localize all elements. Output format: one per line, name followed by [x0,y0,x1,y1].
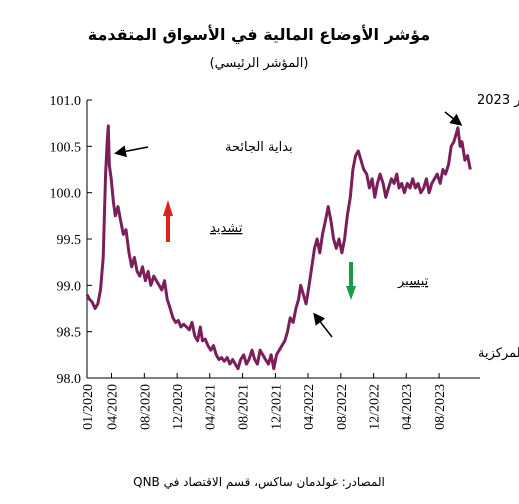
y-tick-label: 100.0 [50,187,82,202]
x-tick-label: 12/2022 [368,384,383,430]
annotation-central-bank-tightening: تشديد من قبل البنوك المركزية [478,346,519,361]
x-tick-label: 04/2021 [204,384,219,430]
chart-subtitle: (المؤشر الرئيسي) [210,56,309,71]
x-tick-label: 04/2022 [302,384,317,430]
x-tick-label: 04/2020 [105,384,120,430]
chart-source: المصادر: غولدمان ساكس، قسم الاقتصاد في Q… [133,475,385,490]
x-tick-label: 01/2020 [81,384,96,430]
label-tightening: تشديد [210,221,243,236]
annotation-oct2023-peak: ذروة أكتوبر 2023 [477,91,519,108]
x-tick-label: 08/2023 [433,384,448,430]
label-easing: تيسير [397,274,429,289]
x-tick-label: 04/2023 [400,384,415,430]
y-tick-label: 98.0 [57,372,82,387]
chart-title: مؤشر الأوضاع المالية في الأسواق المتقدمة [88,25,430,45]
y-tick-label: 99.5 [57,233,82,248]
tightening-arrow-icon [163,200,173,242]
y-tick-label: 99.0 [57,279,82,294]
x-tick-label: 08/2020 [138,384,153,430]
x-tick-label: 08/2021 [237,384,252,430]
x-tick-label: 12/2020 [171,384,186,430]
x-tick-label: 12/2021 [269,384,284,430]
easing-arrow-icon [346,262,356,300]
x-tick-label: 08/2022 [335,384,350,430]
annotation-pandemic-start: بداية الجائحة [225,140,293,155]
annotation-peak-arrow [444,111,463,126]
annotation-pandemic-arrow [114,145,149,158]
x-axis: 01/2020 04/2020 08/2020 12/2020 04/2021 08/20… [81,373,480,430]
y-axis: 101.0 100.5 100.0 99.5 99.0 98.5 98.0 [50,94,92,387]
y-tick-label: 100.5 [50,140,82,155]
annotation-tightening-arrow [313,312,333,338]
y-tick-label: 101.0 [50,94,82,109]
y-tick-label: 98.5 [57,326,82,341]
series-line [85,124,472,371]
